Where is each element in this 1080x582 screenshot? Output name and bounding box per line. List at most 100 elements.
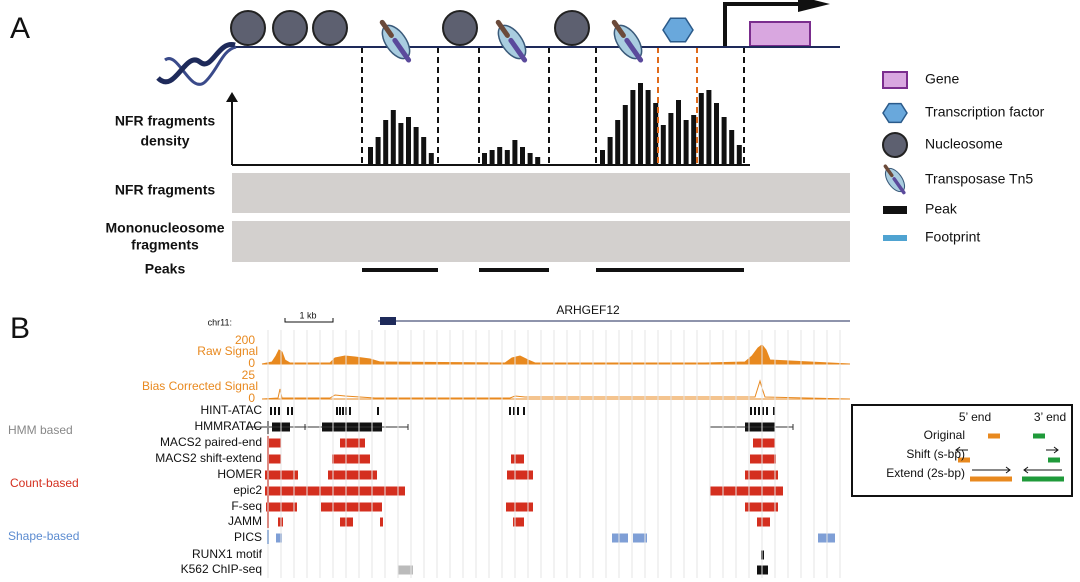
- feature: [340, 438, 365, 448]
- legend-label: Nucleosome: [925, 136, 1003, 152]
- feature: [762, 407, 764, 415]
- transposase-rod: [495, 19, 510, 38]
- track-label: epic2: [233, 483, 262, 497]
- density-bar: [676, 100, 681, 165]
- feature: [287, 407, 289, 415]
- transposase: [883, 164, 906, 195]
- inset-header: 5’ end: [959, 410, 991, 424]
- density-bar: [668, 113, 674, 165]
- chrom-label: chr11:: [208, 317, 232, 327]
- dna-helix: [156, 42, 236, 85]
- inset-header: 3’ end: [1034, 410, 1066, 424]
- feature: [349, 407, 351, 415]
- feature: [398, 565, 413, 575]
- legend-label: Transposase Tn5: [925, 171, 1033, 187]
- track-label: HINT-ATAC: [200, 403, 262, 417]
- transcription-factor: [662, 17, 694, 43]
- inset-mark: [1048, 457, 1060, 463]
- density-bar: [691, 115, 697, 165]
- tss-arrow: [723, 2, 800, 47]
- density-bar: [607, 137, 613, 165]
- track-label: MACS2 shift-extend: [155, 451, 262, 465]
- nucleosome: [442, 10, 478, 46]
- transcription-factor: [882, 102, 908, 124]
- tss-arrowhead: [798, 0, 830, 12]
- group-label: HMM based: [8, 423, 73, 437]
- row-label: density: [140, 133, 189, 149]
- gene-label: ARHGEF12: [556, 303, 620, 317]
- group-label: Shape-based: [8, 529, 79, 543]
- band: [232, 173, 850, 213]
- feature: [754, 407, 756, 415]
- nucleosome: [312, 10, 348, 46]
- dna-helix: [164, 45, 237, 86]
- transposase: [611, 19, 644, 63]
- track-label: F-seq: [231, 499, 262, 513]
- density-bar: [504, 150, 510, 165]
- feature: [291, 407, 293, 415]
- density-bar: [698, 93, 704, 165]
- density-bar: [489, 150, 495, 165]
- density-bar: [398, 123, 404, 165]
- legend-icon: [883, 235, 907, 241]
- density-bar: [383, 120, 389, 165]
- transposase-rod: [624, 37, 644, 63]
- tick-label: 25: [242, 368, 256, 382]
- feature: [509, 407, 511, 415]
- density-bar: [482, 153, 487, 165]
- inset-mark: [970, 476, 1012, 482]
- nucleosome: [554, 10, 590, 46]
- inset-arrow: [972, 466, 1011, 474]
- tick-label: 0: [248, 391, 255, 405]
- inset-box: [851, 404, 1073, 497]
- row-label: Mononucleosome: [105, 220, 224, 236]
- feature: [270, 407, 272, 415]
- track-label: HMMRATAC: [194, 419, 262, 433]
- axis-arrow: [226, 92, 238, 102]
- legend-icon: [883, 206, 907, 214]
- density-bar: [527, 153, 533, 165]
- row-label: NFR fragments: [115, 113, 216, 129]
- feature: [710, 486, 783, 496]
- inset-row: Shift (s-bp): [906, 447, 965, 461]
- transposase-rod: [611, 19, 626, 38]
- row-label: Peaks: [145, 261, 186, 277]
- density-bar: [497, 147, 503, 165]
- density-bar: [406, 117, 411, 165]
- feature: [265, 486, 405, 496]
- panel-label: A: [10, 12, 30, 45]
- density-bar: [729, 130, 735, 165]
- feature: [513, 407, 515, 415]
- feature: [268, 454, 281, 464]
- feature: [766, 407, 768, 415]
- feature: [328, 470, 377, 480]
- legend-icon: [882, 71, 908, 89]
- inset-mark: [1022, 476, 1064, 482]
- density-bar: [615, 120, 621, 165]
- density-bar: [428, 153, 434, 165]
- nucleosome: [230, 10, 266, 46]
- feature: [268, 438, 281, 448]
- density-bar: [706, 90, 712, 165]
- density-bar: [413, 127, 419, 165]
- nucleosome: [272, 10, 308, 46]
- density-bar: [390, 110, 396, 165]
- feature: [633, 533, 647, 543]
- transposase-rod: [392, 37, 412, 63]
- inset-mark: [1033, 433, 1045, 439]
- density-bar: [600, 150, 605, 165]
- gene: [749, 21, 811, 47]
- feature: [278, 407, 280, 415]
- feature: [276, 533, 282, 543]
- inset-row: Extend (2s-bp): [886, 466, 965, 480]
- feature: [507, 470, 533, 480]
- track-label: PICS: [234, 530, 262, 544]
- density-bar: [622, 105, 628, 165]
- feature: [321, 502, 382, 512]
- density-bar: [520, 147, 525, 165]
- inset-arrow: [955, 446, 968, 454]
- feature: [274, 407, 276, 415]
- density-bar: [512, 140, 518, 165]
- density-bar: [630, 90, 636, 165]
- feature: [380, 517, 383, 527]
